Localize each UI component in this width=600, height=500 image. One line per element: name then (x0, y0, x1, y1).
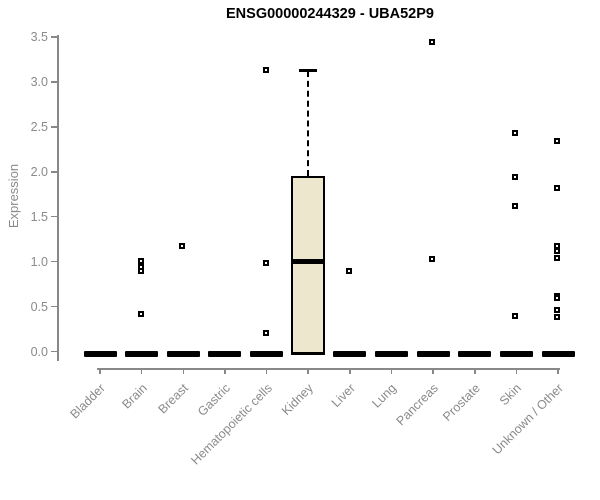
outlier-point (554, 184, 561, 191)
y-axis-tick (51, 171, 57, 173)
zero-bar (333, 350, 367, 357)
x-axis-tick (182, 368, 185, 374)
x-axis-tick (140, 368, 143, 374)
x-axis-tick (307, 368, 309, 374)
x-axis-line (97, 368, 561, 370)
x-axis-tick (390, 368, 393, 374)
y-tick-label: 3.5 (30, 30, 48, 44)
y-tick-label: 3.0 (30, 74, 48, 89)
y-axis-tick (51, 126, 57, 128)
zero-bar (83, 350, 117, 357)
y-tick-label: 0.0 (30, 344, 48, 359)
zero-bar (125, 350, 159, 357)
zero-bar (374, 350, 408, 357)
box-kidney (291, 176, 326, 355)
zero-bar (541, 350, 575, 357)
outlier-point (554, 314, 561, 321)
box-whisker (307, 71, 310, 177)
whisker-cap (299, 69, 318, 72)
x-axis-tick (432, 368, 434, 374)
outlier-point (179, 243, 186, 250)
outlier-point (512, 202, 519, 209)
outlier-point (262, 260, 269, 267)
outlier-point (554, 307, 561, 314)
box-median-line (291, 259, 326, 265)
outlier-point (554, 255, 561, 262)
y-axis-tick (51, 36, 57, 38)
outlier-point (137, 257, 144, 264)
outlier-point (345, 267, 352, 274)
zero-bar (416, 350, 450, 357)
y-axis-tick (51, 305, 57, 308)
zero-bar (166, 350, 200, 357)
x-axis-tick (557, 368, 559, 374)
x-axis-tick (265, 368, 268, 374)
outlier-point (137, 267, 144, 274)
y-tick-label: 2.0 (30, 164, 48, 179)
x-axis-tick (349, 368, 351, 374)
x-axis-tick (474, 368, 476, 374)
outlier-point (262, 67, 269, 74)
outlier-point (429, 39, 436, 46)
y-tick-label: 1.0 (30, 254, 48, 269)
outlier-point (554, 247, 561, 254)
x-axis-tick (224, 368, 226, 374)
y-tick-label: 0.5 (30, 299, 48, 314)
y-axis-tick (51, 260, 57, 263)
zero-bar (250, 350, 284, 357)
outlier-point (137, 310, 144, 317)
outlier-point (429, 255, 436, 262)
chart-title: ENSG00000244329 - UBA52P9 (226, 6, 434, 22)
y-tick-label: 1.5 (30, 209, 48, 224)
outlier-point (512, 130, 519, 137)
y-axis-line (57, 35, 59, 361)
y-axis-tick (51, 215, 57, 218)
outlier-point (262, 329, 269, 336)
outlier-point (512, 312, 519, 319)
y-axis-tick (51, 350, 57, 353)
outlier-point (554, 295, 561, 302)
outlier-point (512, 174, 519, 181)
x-axis-tick (515, 368, 518, 374)
zero-bar (458, 350, 492, 357)
zero-bar (499, 350, 533, 357)
zero-bar (208, 350, 242, 357)
y-tick-label: 2.5 (30, 119, 48, 134)
y-axis-tick (51, 81, 57, 83)
outlier-point (554, 138, 561, 145)
x-axis-tick (99, 368, 101, 374)
